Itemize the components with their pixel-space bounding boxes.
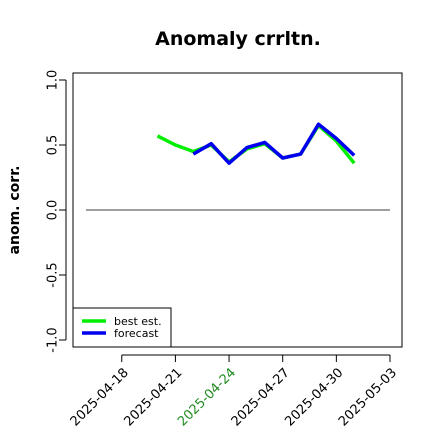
series-line-forecast (192, 122, 356, 165)
y-tick-label: -0.5 (46, 262, 61, 287)
plot-frame (72, 72, 403, 348)
y-axis: -1.0 -0.5 0.0 0.5 1.0 (46, 70, 67, 353)
y-tick-label: -1.0 (46, 327, 61, 352)
legend-label: best est. (114, 315, 162, 328)
y-axis-label: anom. corr. (7, 166, 23, 255)
legend-label: forecast (114, 327, 159, 340)
legend-box (72, 307, 172, 348)
y-tick-label: 0.5 (46, 135, 61, 156)
x-tick-label: 2025-05-03 (336, 365, 400, 429)
y-tick-label: 0.0 (46, 200, 61, 221)
legend: best est.forecast (72, 307, 172, 348)
chart-title: Anomaly crrltn. (155, 28, 321, 50)
y-tick-label: 1.0 (46, 70, 61, 91)
series-lines (156, 122, 356, 165)
x-axis: 2025-04-182025-04-212025-04-242025-04-27… (68, 354, 400, 429)
